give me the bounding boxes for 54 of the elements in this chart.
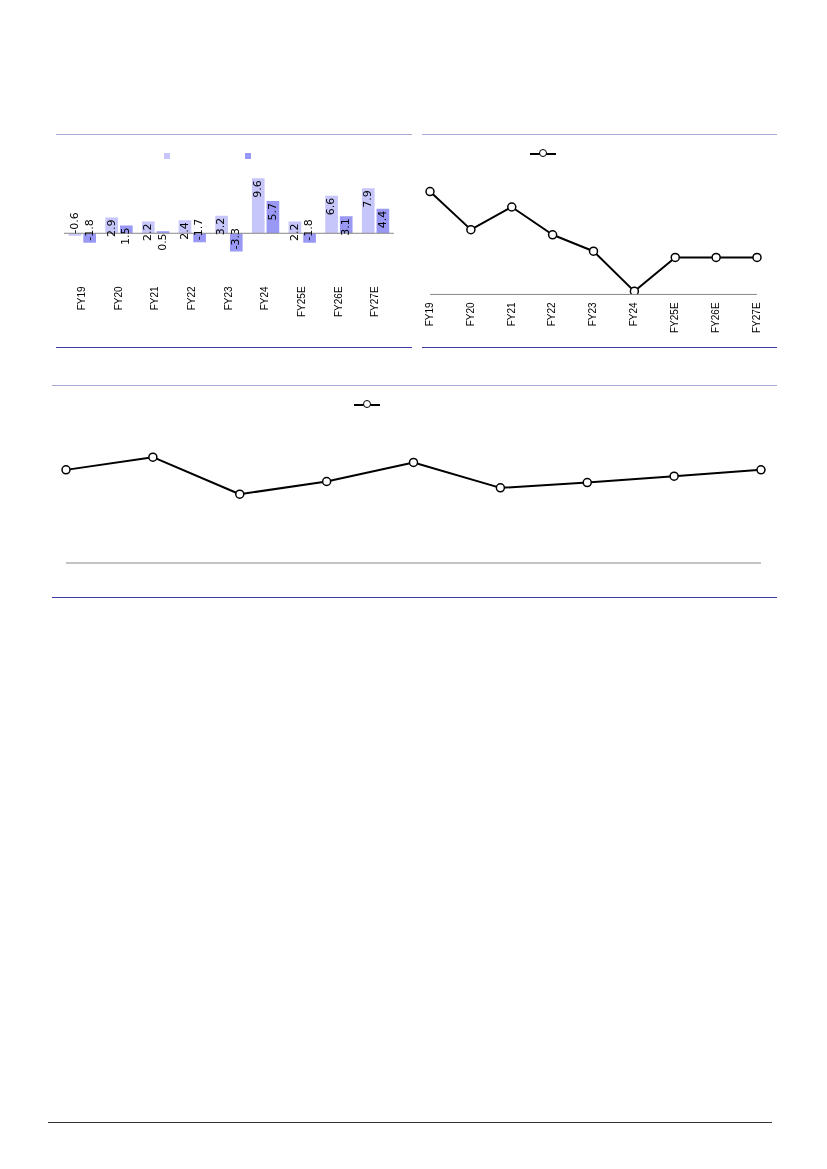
point bbox=[752, 252, 762, 263]
x-tick-label: FY20 bbox=[464, 302, 476, 327]
point bbox=[588, 246, 599, 256]
data-label: 7.9 bbox=[361, 190, 375, 208]
point bbox=[466, 224, 476, 235]
point bbox=[425, 186, 435, 197]
x-tick-label: FY22 bbox=[186, 286, 198, 311]
point bbox=[408, 457, 419, 468]
data-label: 2.4 bbox=[177, 222, 191, 240]
x-tick-label: FY25E bbox=[669, 302, 680, 334]
x-tick-label: FY23 bbox=[222, 286, 234, 311]
point bbox=[507, 202, 517, 212]
data-label: -3.3 bbox=[229, 228, 243, 250]
point bbox=[756, 465, 766, 475]
x-tick-label: FY24 bbox=[259, 286, 271, 311]
x-tick-label: FY21 bbox=[505, 302, 517, 327]
point bbox=[669, 471, 679, 481]
point bbox=[629, 286, 640, 295]
point bbox=[495, 483, 506, 493]
x-tick-label: FY19 bbox=[76, 286, 88, 311]
data-label: 6.6 bbox=[324, 197, 338, 216]
x-tick-label: FY26E bbox=[332, 286, 344, 318]
x-tick-label: FY22 bbox=[546, 302, 558, 327]
x-tick-label: FY24 bbox=[628, 302, 640, 327]
data-label: 1.5 bbox=[119, 227, 133, 246]
x-tick-label: FY27E bbox=[369, 286, 381, 318]
x-tick-label: FY23 bbox=[587, 302, 599, 327]
point bbox=[148, 452, 158, 462]
point bbox=[670, 252, 680, 263]
x-tick-label: FY19 bbox=[423, 302, 435, 327]
data-label: 2.2 bbox=[141, 223, 155, 241]
data-label: 2.9 bbox=[104, 219, 118, 237]
point bbox=[547, 230, 558, 240]
data-label: 2.2 bbox=[287, 223, 301, 241]
data-label: -1.7 bbox=[192, 218, 206, 241]
data-label: 0.5 bbox=[155, 233, 169, 251]
x-tick-label: FY27E bbox=[750, 302, 762, 334]
data-label: -1.8 bbox=[302, 219, 316, 241]
data-label: 4.4 bbox=[375, 210, 389, 229]
x-tick-label: FY21 bbox=[149, 286, 161, 311]
data-label: -0.6 bbox=[67, 212, 81, 234]
point bbox=[711, 252, 721, 263]
data-label: -1.8 bbox=[82, 219, 96, 241]
point bbox=[321, 476, 332, 487]
data-label: 5.7 bbox=[265, 203, 279, 221]
point bbox=[235, 489, 245, 499]
data-label: 9.6 bbox=[251, 180, 265, 198]
data-label: 3.2 bbox=[214, 217, 228, 236]
point bbox=[582, 477, 592, 488]
point bbox=[61, 465, 71, 475]
x-tick-label: FY26E bbox=[709, 302, 721, 334]
x-tick-label: FY25E bbox=[296, 286, 307, 318]
x-tick-label: FY20 bbox=[112, 286, 124, 311]
data-label: 3.1 bbox=[339, 218, 353, 236]
